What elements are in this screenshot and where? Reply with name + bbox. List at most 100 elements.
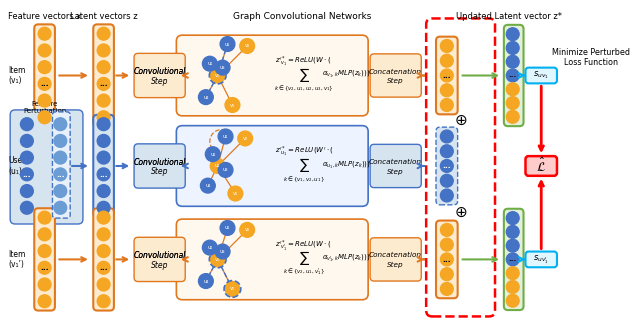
Text: ...: ... bbox=[442, 255, 451, 264]
FancyBboxPatch shape bbox=[93, 208, 114, 311]
Text: ...: ... bbox=[40, 263, 49, 272]
FancyBboxPatch shape bbox=[10, 110, 83, 224]
Circle shape bbox=[97, 94, 110, 107]
Circle shape bbox=[440, 223, 453, 236]
Text: Step: Step bbox=[151, 77, 168, 86]
Text: Graph Convolutional Networks: Graph Convolutional Networks bbox=[233, 12, 371, 21]
Circle shape bbox=[97, 168, 110, 181]
Text: v₁: v₁ bbox=[215, 73, 220, 78]
Circle shape bbox=[20, 168, 33, 181]
Text: Convolutional: Convolutional bbox=[134, 158, 186, 166]
Text: u₄: u₄ bbox=[203, 95, 209, 100]
Text: v₁: v₁ bbox=[230, 103, 235, 108]
Circle shape bbox=[38, 211, 51, 224]
Circle shape bbox=[440, 253, 453, 266]
Text: ⊕: ⊕ bbox=[454, 113, 467, 128]
Text: u₁: u₁ bbox=[215, 164, 220, 168]
Text: u₂: u₂ bbox=[210, 152, 216, 157]
Text: Feature vectors x: Feature vectors x bbox=[8, 12, 81, 21]
FancyBboxPatch shape bbox=[504, 209, 524, 310]
Circle shape bbox=[38, 44, 51, 57]
Circle shape bbox=[440, 145, 453, 158]
Text: Step: Step bbox=[387, 169, 404, 175]
Circle shape bbox=[54, 118, 67, 131]
Text: u₄: u₄ bbox=[205, 183, 211, 188]
Text: v₂: v₂ bbox=[244, 43, 250, 48]
Text: v₁: v₁ bbox=[233, 191, 238, 196]
Circle shape bbox=[38, 77, 51, 90]
Circle shape bbox=[215, 244, 230, 259]
Text: ...: ... bbox=[40, 79, 49, 89]
Circle shape bbox=[506, 281, 519, 293]
Text: Step: Step bbox=[151, 261, 168, 270]
Text: $\sum$: $\sum$ bbox=[299, 156, 310, 174]
Text: User
(u₁): User (u₁) bbox=[8, 156, 26, 176]
Text: ...: ... bbox=[442, 162, 451, 170]
Text: $z'^*_{v_1} = ReLU(W \cdot ($: $z'^*_{v_1} = ReLU(W \cdot ($ bbox=[275, 55, 332, 69]
Text: $k{\in}\{v_1,v_2,u_1\}$: $k{\in}\{v_1,v_2,u_1\}$ bbox=[284, 174, 325, 184]
Text: u₂: u₂ bbox=[225, 41, 230, 46]
FancyBboxPatch shape bbox=[35, 208, 55, 311]
Circle shape bbox=[97, 201, 110, 214]
Circle shape bbox=[198, 90, 213, 105]
Text: v₂: v₂ bbox=[243, 136, 248, 141]
Text: u₁: u₁ bbox=[207, 245, 212, 250]
Circle shape bbox=[97, 295, 110, 308]
Text: v₁: v₁ bbox=[215, 257, 220, 262]
Circle shape bbox=[202, 56, 217, 71]
Circle shape bbox=[97, 228, 110, 241]
FancyBboxPatch shape bbox=[177, 126, 368, 206]
Circle shape bbox=[54, 168, 67, 181]
Circle shape bbox=[97, 111, 110, 124]
Circle shape bbox=[506, 111, 519, 123]
Circle shape bbox=[211, 252, 225, 267]
Text: Item
(v₁’): Item (v₁’) bbox=[8, 250, 26, 269]
Text: u₄: u₄ bbox=[203, 279, 209, 284]
Circle shape bbox=[38, 61, 51, 73]
FancyBboxPatch shape bbox=[436, 220, 458, 298]
Circle shape bbox=[440, 174, 453, 187]
Circle shape bbox=[506, 267, 519, 280]
Circle shape bbox=[240, 38, 255, 53]
Circle shape bbox=[506, 69, 519, 82]
Text: u₃: u₃ bbox=[220, 65, 225, 70]
Circle shape bbox=[440, 238, 453, 251]
Circle shape bbox=[20, 135, 33, 147]
Circle shape bbox=[506, 239, 519, 252]
Text: ...: ... bbox=[56, 170, 65, 179]
FancyBboxPatch shape bbox=[370, 144, 421, 188]
Circle shape bbox=[440, 69, 453, 82]
FancyBboxPatch shape bbox=[525, 68, 557, 83]
Circle shape bbox=[54, 135, 67, 147]
Circle shape bbox=[97, 245, 110, 257]
Circle shape bbox=[225, 98, 240, 113]
Text: Convolutional: Convolutional bbox=[134, 251, 186, 260]
Circle shape bbox=[38, 261, 51, 274]
Circle shape bbox=[506, 55, 519, 68]
FancyBboxPatch shape bbox=[525, 156, 557, 176]
Circle shape bbox=[240, 222, 255, 237]
Text: Convolutional: Convolutional bbox=[134, 251, 186, 260]
Text: Convolutional: Convolutional bbox=[134, 67, 186, 76]
Text: $\alpha_{v_1',k}MLP(z_k)))$: $\alpha_{v_1',k}MLP(z_k)))$ bbox=[322, 253, 371, 264]
Circle shape bbox=[506, 97, 519, 110]
Text: $k{\in}\{v_2,u_1,u_2,u_3,v_1\}$: $k{\in}\{v_2,u_1,u_2,u_3,v_1\}$ bbox=[275, 83, 334, 93]
Circle shape bbox=[97, 211, 110, 224]
Circle shape bbox=[211, 159, 225, 173]
FancyBboxPatch shape bbox=[134, 144, 185, 188]
Circle shape bbox=[506, 225, 519, 238]
Text: u₁: u₁ bbox=[207, 61, 212, 66]
Circle shape bbox=[440, 160, 453, 172]
Circle shape bbox=[506, 212, 519, 224]
Text: Minimize Perturbed
Loss Function: Minimize Perturbed Loss Function bbox=[552, 48, 630, 67]
Text: u₃: u₃ bbox=[220, 249, 225, 254]
Circle shape bbox=[202, 240, 217, 255]
FancyBboxPatch shape bbox=[525, 252, 557, 267]
Circle shape bbox=[440, 39, 453, 52]
Circle shape bbox=[220, 220, 235, 235]
Circle shape bbox=[97, 118, 110, 131]
Text: u₂: u₂ bbox=[225, 225, 230, 230]
Text: ⊕: ⊕ bbox=[454, 205, 467, 220]
Text: Step: Step bbox=[151, 167, 168, 176]
Circle shape bbox=[97, 27, 110, 40]
